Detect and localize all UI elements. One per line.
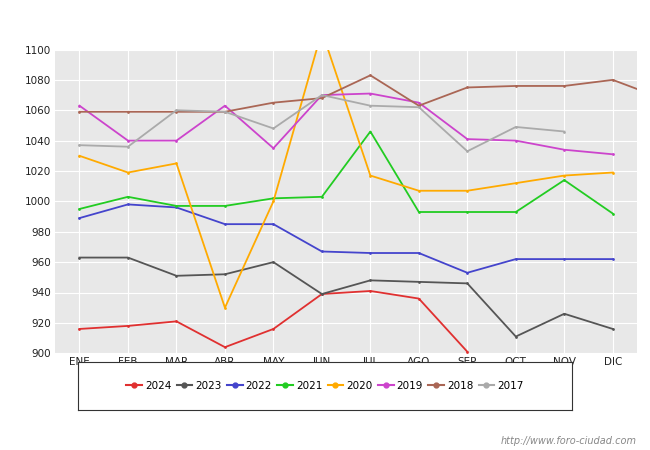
Legend: 2024, 2023, 2022, 2021, 2020, 2019, 2018, 2017: 2024, 2023, 2022, 2021, 2020, 2019, 2018… <box>124 378 526 394</box>
Text: Afiliados en Fuente Obejuna a 30/9/2024: Afiliados en Fuente Obejuna a 30/9/2024 <box>156 14 494 33</box>
Text: http://www.foro-ciudad.com: http://www.foro-ciudad.com <box>501 436 637 446</box>
